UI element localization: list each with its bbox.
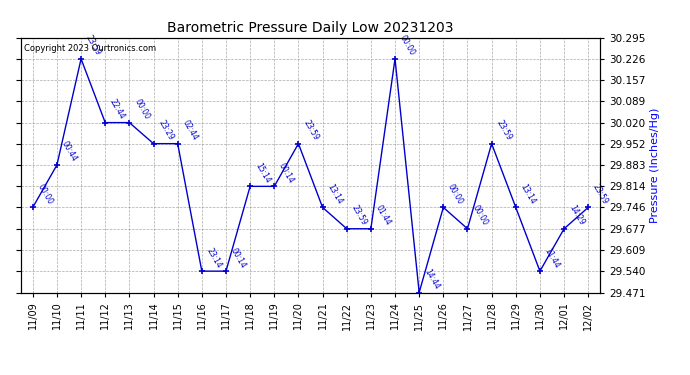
Text: 00:00: 00:00 (36, 182, 55, 206)
Title: Barometric Pressure Daily Low 20231203: Barometric Pressure Daily Low 20231203 (167, 21, 454, 35)
Text: 22:44: 22:44 (108, 98, 127, 121)
Text: 13:14: 13:14 (519, 183, 538, 206)
Text: 00:00: 00:00 (446, 182, 465, 206)
Text: 15:14: 15:14 (253, 162, 272, 185)
Text: 23:59: 23:59 (350, 204, 368, 227)
Text: 14:29: 14:29 (567, 204, 586, 227)
Text: 02:44: 02:44 (181, 118, 199, 142)
Text: 23:59: 23:59 (495, 118, 513, 142)
Text: 01:44: 01:44 (374, 204, 393, 227)
Text: 14:44: 14:44 (422, 267, 441, 291)
Text: 23:59: 23:59 (591, 182, 610, 206)
Text: 00:14: 00:14 (277, 161, 296, 185)
Text: 00:00: 00:00 (471, 204, 489, 227)
Text: 00:00: 00:00 (132, 98, 151, 121)
Text: Copyright 2023 Ourtronics.com: Copyright 2023 Ourtronics.com (23, 44, 156, 53)
Text: 23:59: 23:59 (84, 34, 103, 57)
Text: 00:00: 00:00 (398, 34, 417, 57)
Text: 23:59: 23:59 (302, 118, 320, 142)
Text: 23:14: 23:14 (205, 246, 224, 270)
Text: 00:14: 00:14 (229, 246, 248, 270)
Y-axis label: Pressure (Inches/Hg): Pressure (Inches/Hg) (650, 107, 660, 223)
Text: 00:44: 00:44 (60, 140, 79, 164)
Text: 23:29: 23:29 (157, 119, 175, 142)
Text: 13:14: 13:14 (326, 183, 344, 206)
Text: 11:44: 11:44 (543, 246, 562, 270)
